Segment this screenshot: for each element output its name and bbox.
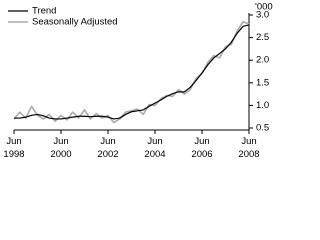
y-tick-label: 2.5 bbox=[256, 32, 269, 43]
x-tick-label: Jun 2000 bbox=[50, 136, 71, 160]
y-tick-label: 1.5 bbox=[256, 77, 269, 88]
legend-label: Seasonally Adjusted bbox=[32, 17, 118, 28]
x-tick-label: Jun 1998 bbox=[3, 136, 24, 160]
y-tick-label: 3.0 bbox=[256, 10, 269, 21]
x-tick-label: Jun 2002 bbox=[97, 136, 118, 160]
y-tick-label: 0.5 bbox=[256, 123, 269, 134]
y-axis-label: '000 bbox=[255, 2, 273, 13]
x-tick-label: Jun 2004 bbox=[144, 136, 165, 160]
page: '000 0.5 1.0 1.5 2.0 2.5 3.0 Jun 1998 Jun 2000 Jun… bbox=[3, 1, 273, 160]
legend-label: Trend bbox=[32, 6, 56, 17]
x-tick-label: Jun 2006 bbox=[191, 136, 212, 160]
y-tick-label: 2.0 bbox=[256, 55, 269, 66]
series-line bbox=[13, 20, 250, 124]
x-tick-label: Jun 2008 bbox=[238, 136, 259, 160]
y-tick-label: 1.0 bbox=[256, 100, 269, 111]
chart: '000 0.5 1.0 1.5 2.0 2.5 3.0 Jun 1998 Jun 2000 Jun… bbox=[3, 2, 273, 160]
series-line bbox=[14, 24, 250, 120]
